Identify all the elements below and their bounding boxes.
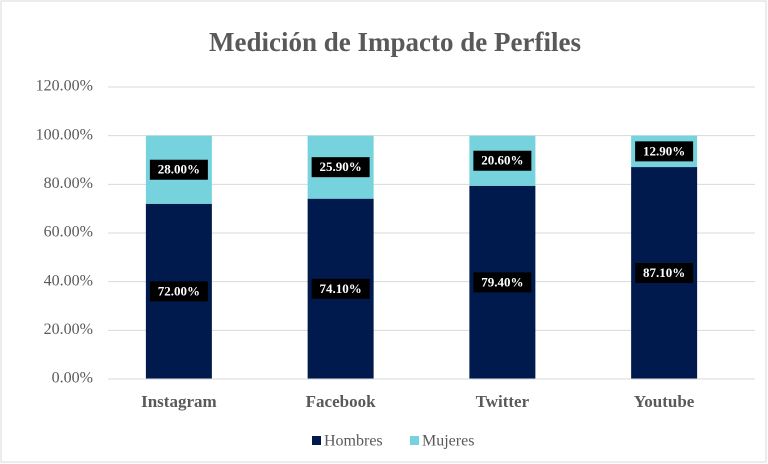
- y-tick-label: 100.00%: [36, 126, 93, 143]
- data-label: 28.00%: [158, 162, 200, 177]
- data-label-box: [311, 278, 370, 299]
- data-label-box: [311, 157, 370, 178]
- data-label-box: [149, 281, 208, 302]
- legend-label: Hombres: [324, 433, 383, 450]
- data-label: 74.10%: [320, 281, 362, 296]
- y-tick-label: 60.00%: [44, 224, 93, 241]
- data-label-box: [473, 150, 532, 171]
- x-tick-label: Facebook: [306, 392, 376, 411]
- data-label-box: [473, 272, 532, 293]
- data-label-box: [635, 141, 694, 162]
- data-label: 87.10%: [643, 265, 685, 280]
- legend-marker: [410, 436, 419, 445]
- x-tick-label: Youtube: [634, 392, 695, 411]
- data-label-box: [149, 159, 208, 180]
- legend-marker: [312, 436, 321, 445]
- data-label: 25.90%: [320, 159, 362, 174]
- legend-label: Mujeres: [422, 433, 474, 450]
- chart-title: Medición de Impacto de Perfiles: [209, 27, 581, 57]
- y-tick-label: 0.00%: [52, 370, 93, 387]
- y-tick-label: 20.00%: [44, 321, 93, 338]
- data-label: 79.40%: [481, 274, 523, 289]
- y-tick-label: 120.00%: [36, 78, 93, 95]
- data-label: 20.60%: [481, 153, 523, 168]
- data-label: 72.00%: [158, 283, 200, 298]
- data-label: 12.90%: [643, 143, 685, 158]
- y-tick-label: 40.00%: [44, 272, 93, 289]
- x-tick-label: Twitter: [476, 392, 530, 411]
- data-label-box: [635, 263, 694, 284]
- x-tick-label: Instagram: [141, 392, 217, 411]
- y-tick-label: 80.00%: [44, 175, 93, 192]
